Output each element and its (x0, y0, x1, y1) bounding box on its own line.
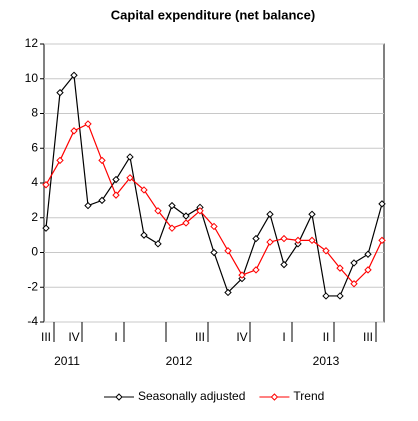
point (98, 156, 106, 165)
y-tick-label: 8 (31, 106, 38, 120)
point (182, 212, 190, 220)
x-tick-label: IV (236, 330, 247, 344)
point (224, 247, 232, 255)
point (182, 219, 190, 227)
x-tick-label: I (114, 330, 117, 344)
x-group-label: 2012 (166, 354, 193, 368)
point (168, 224, 176, 232)
point (308, 236, 316, 245)
point (280, 234, 288, 243)
chart-title: Capital expenditure (net balance) (111, 7, 315, 22)
point (126, 153, 134, 161)
point (56, 156, 64, 165)
point (308, 210, 316, 218)
point (364, 250, 372, 258)
point (140, 186, 148, 194)
point (336, 292, 344, 300)
legend-label: Seasonally adjusted (138, 389, 245, 403)
point (350, 280, 358, 288)
x-tick-label: III (363, 330, 373, 344)
point (56, 88, 64, 97)
y-tick-label: 4 (31, 175, 38, 189)
point (238, 271, 246, 279)
point (98, 196, 106, 205)
point (70, 127, 78, 135)
point (112, 175, 120, 184)
point (126, 174, 134, 182)
x-group-label: 2011 (54, 354, 80, 368)
point (70, 71, 78, 79)
point (112, 191, 120, 199)
point (364, 266, 372, 274)
point (168, 201, 176, 210)
point (378, 236, 386, 245)
y-tick-label: 10 (25, 71, 39, 85)
legend-label: Trend (293, 389, 324, 403)
point (322, 247, 330, 255)
point (84, 120, 92, 128)
point (196, 207, 204, 215)
point (294, 236, 302, 245)
x-tick-label: III (41, 330, 51, 344)
point (224, 288, 232, 297)
point (252, 266, 260, 274)
x-tick-label: III (195, 330, 205, 344)
point (140, 231, 148, 239)
y-tick-label: -2 (27, 279, 38, 293)
point (42, 181, 50, 189)
point (84, 201, 92, 210)
point (210, 222, 218, 231)
point (42, 224, 50, 232)
point (266, 210, 274, 218)
y-tick-label: 2 (31, 210, 38, 224)
y-tick-label: 12 (25, 36, 39, 50)
point (154, 240, 162, 248)
point (378, 200, 386, 208)
legend-marker (270, 393, 279, 401)
point (252, 234, 260, 243)
series-line (45, 73, 383, 297)
point (322, 292, 330, 300)
y-tick-label: 6 (31, 140, 38, 154)
point (266, 238, 274, 246)
point (336, 264, 344, 272)
y-tick-label: 0 (31, 245, 38, 259)
x-group-label: 2013 (313, 354, 340, 368)
x-tick-label: I (282, 330, 285, 344)
point (210, 248, 218, 257)
point (350, 259, 358, 267)
y-tick-label: -4 (27, 314, 38, 328)
point (280, 260, 288, 269)
point (154, 207, 162, 215)
x-tick-label: II (323, 330, 330, 344)
legend-marker (115, 393, 123, 401)
x-tick-label: IV (68, 330, 79, 344)
